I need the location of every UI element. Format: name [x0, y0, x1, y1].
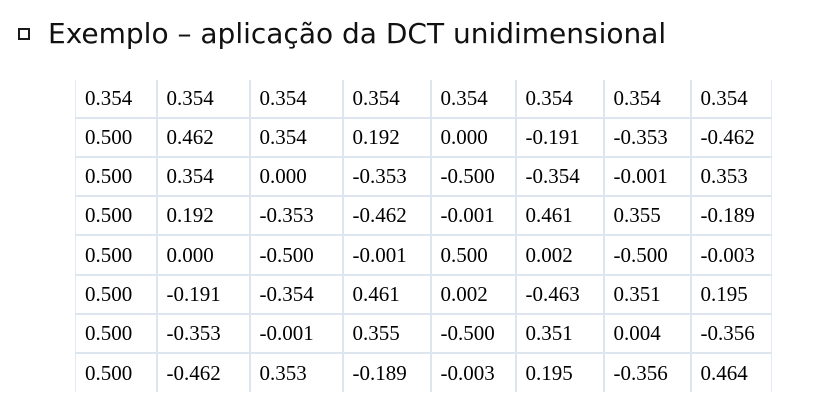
- table-row: 0.500 0.000 -0.500 -0.001 0.500 0.002 -0.500 -0…: [75, 234, 772, 276]
- table-cell: 0.354: [429, 80, 517, 119]
- table-cell: 0.355: [602, 195, 692, 236]
- table-cell: -0.001: [248, 313, 344, 354]
- table-cell: 0.354: [155, 156, 251, 197]
- table-cell: 0.462: [155, 117, 251, 158]
- table-cell: 0.353: [248, 352, 344, 392]
- table-cell: -0.500: [429, 313, 517, 354]
- table-cell: 0.353: [689, 156, 772, 197]
- table-cell: -0.462: [341, 195, 432, 236]
- table-cell: 0.500: [75, 156, 158, 197]
- table-cell: 0.500: [429, 234, 517, 276]
- table-cell: -0.462: [155, 352, 251, 392]
- table-body: 0.354 0.354 0.354 0.354 0.354 0.354 0.354 0.354…: [75, 80, 772, 392]
- table-cell: 0.004: [602, 313, 692, 354]
- table-cell: -0.500: [602, 234, 692, 276]
- table-cell: 0.000: [248, 156, 344, 197]
- hollow-square-bullet-icon: [18, 28, 30, 40]
- table-cell: -0.001: [341, 234, 432, 276]
- table-cell: -0.001: [602, 156, 692, 197]
- table-cell: -0.356: [689, 313, 772, 354]
- table-cell: -0.500: [248, 234, 344, 276]
- table-cell: -0.354: [514, 156, 605, 197]
- table-cell: 0.351: [514, 313, 605, 354]
- table-cell: 0.192: [155, 195, 251, 236]
- table-cell: -0.353: [155, 313, 251, 354]
- table-cell: -0.191: [155, 274, 251, 315]
- table-cell: -0.001: [429, 195, 517, 236]
- table-cell: 0.355: [341, 313, 432, 354]
- table-cell: 0.000: [429, 117, 517, 158]
- slide-title-row: Exemplo – aplicação da DCT unidimensiona…: [18, 8, 666, 58]
- table-row: 0.500 -0.353 -0.001 0.355 -0.500 0.351 0.004 -0…: [75, 313, 772, 354]
- table-cell: -0.354: [248, 274, 344, 315]
- table-cell: 0.354: [689, 80, 772, 119]
- table-cell: 0.500: [75, 274, 158, 315]
- table-cell: 0.354: [248, 80, 344, 119]
- table-row: 0.500 0.462 0.354 0.192 0.000 -0.191 -0.353 -0.…: [75, 117, 772, 158]
- table-cell: 0.500: [75, 117, 158, 158]
- table-cell: -0.003: [689, 234, 772, 276]
- table-cell: 0.354: [155, 80, 251, 119]
- table-cell: -0.191: [514, 117, 605, 158]
- table-cell: 0.354: [602, 80, 692, 119]
- table-cell: -0.500: [429, 156, 517, 197]
- slide-title: Exemplo – aplicação da DCT unidimensiona…: [48, 16, 667, 50]
- table-row: 0.500 -0.191 -0.354 0.461 0.002 -0.463 0.351 0.…: [75, 274, 772, 315]
- table-cell: -0.353: [341, 156, 432, 197]
- table-cell: -0.463: [514, 274, 605, 315]
- table-cell: 0.354: [248, 117, 344, 158]
- table-cell: 0.351: [602, 274, 692, 315]
- table-cell: -0.462: [689, 117, 772, 158]
- table-cell: -0.353: [248, 195, 344, 236]
- table-cell: 0.500: [75, 313, 158, 354]
- table-cell: -0.353: [602, 117, 692, 158]
- table-cell: 0.354: [341, 80, 432, 119]
- table-cell: 0.500: [75, 352, 158, 392]
- table-cell: 0.464: [689, 352, 772, 392]
- table-cell: 0.500: [75, 195, 158, 236]
- table-cell: 0.000: [155, 234, 251, 276]
- table-row: 0.500 -0.462 0.353 -0.189 -0.003 0.195 -0.356 0…: [75, 352, 772, 392]
- table-cell: 0.195: [689, 274, 772, 315]
- table-cell: -0.189: [341, 352, 432, 392]
- table-cell: 0.002: [429, 274, 517, 315]
- table-cell: 0.002: [514, 234, 605, 276]
- table-row: 0.500 0.192 -0.353 -0.462 -0.001 0.461 0.355 -0…: [75, 195, 772, 236]
- table-cell: 0.354: [514, 80, 605, 119]
- dct-coefficient-table: 0.354 0.354 0.354 0.354 0.354 0.354 0.354 0.354…: [75, 80, 772, 392]
- table-cell: 0.461: [341, 274, 432, 315]
- table-cell: -0.356: [602, 352, 692, 392]
- table-cell: -0.003: [429, 352, 517, 392]
- table-row: 0.500 0.354 0.000 -0.353 -0.500 -0.354 -0.001 0…: [75, 156, 772, 197]
- table-cell: 0.461: [514, 195, 605, 236]
- table-cell: 0.500: [75, 234, 158, 276]
- table-cell: 0.195: [514, 352, 605, 392]
- table-row: 0.354 0.354 0.354 0.354 0.354 0.354 0.354 0.354: [75, 80, 772, 119]
- table-cell: 0.354: [75, 80, 158, 119]
- table-cell: -0.189: [689, 195, 772, 236]
- table-cell: 0.192: [341, 117, 432, 158]
